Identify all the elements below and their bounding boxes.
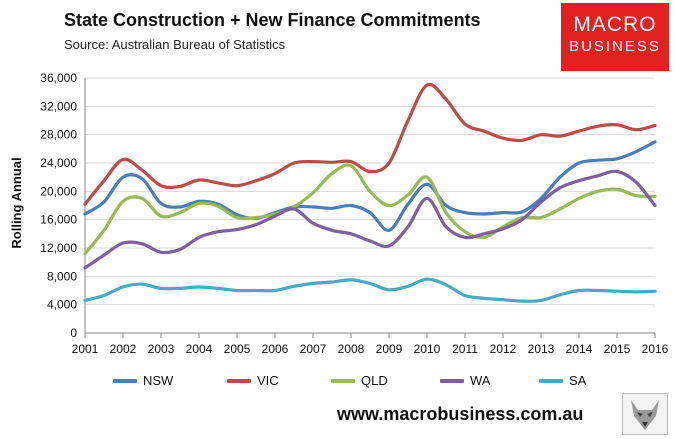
legend-label: WA bbox=[470, 373, 491, 388]
x-tick-label: 2003 bbox=[148, 342, 175, 356]
legend-item-qld: QLD bbox=[331, 373, 388, 388]
legend-swatch bbox=[113, 378, 137, 383]
x-tick-label: 2013 bbox=[528, 342, 555, 356]
series-line-qld bbox=[83, 163, 657, 256]
x-tick-label: 2004 bbox=[186, 342, 213, 356]
x-tick-label: 2016 bbox=[642, 342, 669, 356]
series-line-wa bbox=[83, 169, 657, 270]
legend-label: QLD bbox=[361, 373, 388, 388]
legend-swatch bbox=[440, 378, 464, 383]
wolf-logo-icon bbox=[622, 393, 668, 435]
y-tick-label: 24,000 bbox=[40, 156, 77, 170]
x-tick-label: 2014 bbox=[566, 342, 593, 356]
line-chart: 0 4,000 8,000 12,000 16,000 20,000 24,000 28,00… bbox=[9, 71, 669, 356]
legend-item-nsw: NSW bbox=[113, 373, 173, 388]
legend-item-wa: WA bbox=[440, 373, 490, 388]
x-tick-label: 2005 bbox=[224, 342, 251, 356]
legend-label: SA bbox=[569, 373, 587, 388]
series-line-nsw bbox=[83, 140, 657, 232]
legend-swatch bbox=[331, 378, 355, 383]
chart-source: Source: Australian Bureau of Statistics bbox=[64, 37, 286, 52]
series-line-sa bbox=[83, 277, 657, 303]
y-tick-label: 12,000 bbox=[40, 241, 77, 255]
logo-line-1: MACRO bbox=[573, 13, 657, 36]
legend-item-sa: SA bbox=[539, 373, 586, 388]
y-axis-label: Rolling Annual bbox=[9, 157, 24, 248]
legend-label: VIC bbox=[257, 373, 279, 388]
x-tick-label: 2012 bbox=[490, 342, 517, 356]
x-tick-label: 2010 bbox=[414, 342, 441, 356]
x-tick-label: 2002 bbox=[110, 342, 137, 356]
x-tick-label: 2007 bbox=[300, 342, 327, 356]
logo-line-2: BUSINESS bbox=[569, 38, 661, 55]
x-tick-label: 2008 bbox=[338, 342, 365, 356]
y-axis-tick-labels: 0 4,000 8,000 12,000 16,000 20,000 24,000 28,00… bbox=[40, 71, 77, 340]
y-tick-label: 0 bbox=[70, 326, 77, 340]
legend-item-vic: VIC bbox=[227, 373, 279, 388]
x-tick-label: 2001 bbox=[72, 342, 99, 356]
macrobusiness-logo: MACRO BUSINESS bbox=[561, 3, 669, 71]
y-tick-label: 16,000 bbox=[40, 213, 77, 227]
y-tick-label: 8,000 bbox=[47, 269, 77, 283]
legend-swatch bbox=[539, 378, 563, 383]
y-tick-label: 28,000 bbox=[40, 128, 77, 142]
x-tick-label: 2015 bbox=[604, 342, 631, 356]
chart-title: State Construction + New Finance Commitm… bbox=[64, 10, 481, 30]
series-lines bbox=[83, 82, 657, 303]
series-line-vic bbox=[83, 82, 657, 206]
legend-label: NSW bbox=[143, 373, 174, 388]
website-url[interactable]: www.macrobusiness.com.au bbox=[337, 404, 584, 424]
x-tick-label: 2006 bbox=[262, 342, 289, 356]
axes bbox=[84, 78, 656, 338]
x-axis-tick-labels: 2001 2002 2003 2004 2005 2006 2007 2008 2009 2010… bbox=[72, 342, 669, 356]
x-tick-label: 2011 bbox=[452, 342, 478, 356]
x-tick-label: 2009 bbox=[376, 342, 403, 356]
y-tick-label: 36,000 bbox=[40, 71, 77, 85]
y-tick-label: 32,000 bbox=[40, 99, 77, 113]
y-tick-label: 4,000 bbox=[47, 298, 77, 312]
legend-swatch bbox=[227, 378, 251, 383]
y-tick-label: 20,000 bbox=[40, 184, 77, 198]
chart-legend: NSW VIC QLD WA SA bbox=[0, 373, 675, 393]
